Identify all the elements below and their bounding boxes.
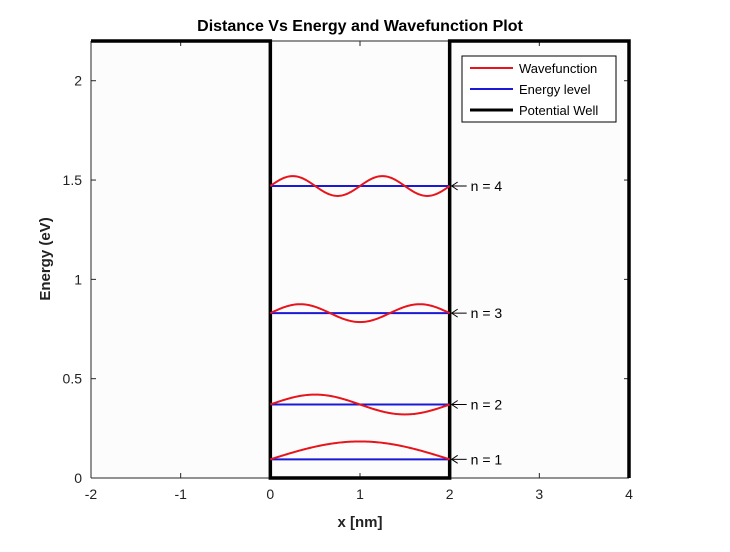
x-tick-label: -1 [174,486,187,502]
level-annotations-layer: n = 1 n = 2 n = 3 n = 4 [450,178,503,467]
x-axis-label: x [nm] [338,514,383,531]
y-tick-label: 1 [74,271,82,287]
x-tick-label: -2 [85,486,98,502]
y-axis-label: Energy (eV) [37,217,54,300]
x-tick-label: 2 [446,486,454,502]
wavefunctions-layer [269,175,451,461]
potential-well-line [91,39,631,480]
y-tick-label: 1.5 [63,172,83,188]
wavefunction-n3 [269,303,451,324]
legend: Wavefunction Energy level Potential Well [461,55,617,123]
level-arrow-head-n4 [450,181,458,191]
wavefunction-n2 [270,393,450,416]
ticks-layer: -2 -1 0 1 2 3 4 0 0.5 1 1.5 2 [63,41,633,502]
level-label-n1: n = 1 [471,451,503,467]
level-arrow-head-n1 [450,454,458,464]
potential-well-layer [91,39,631,480]
y-tick-label: 0.5 [63,371,83,387]
level-label-n3: n = 3 [471,305,503,321]
x-tick-label: 0 [266,486,274,502]
level-arrow-head-n2 [450,400,458,409]
legend-label-energy-level: Energy level [519,82,591,97]
chart-title: Distance Vs Energy and Wavefunction Plot [197,18,523,35]
level-label-n4: n = 4 [471,178,503,194]
wavefunction-n4 [269,175,451,197]
level-arrow-head-n3 [450,308,458,318]
x-tick-label: 3 [535,486,543,502]
legend-label-potential-well: Potential Well [519,103,598,118]
level-label-n2: n = 2 [471,397,503,413]
x-tick-label: 1 [356,486,364,502]
y-tick-label: 2 [74,73,82,89]
wavefunction-n1 [270,440,450,461]
x-tick-label: 4 [625,486,633,502]
legend-label-wavefunction: Wavefunction [519,61,597,76]
y-tick-label: 0 [74,470,82,486]
